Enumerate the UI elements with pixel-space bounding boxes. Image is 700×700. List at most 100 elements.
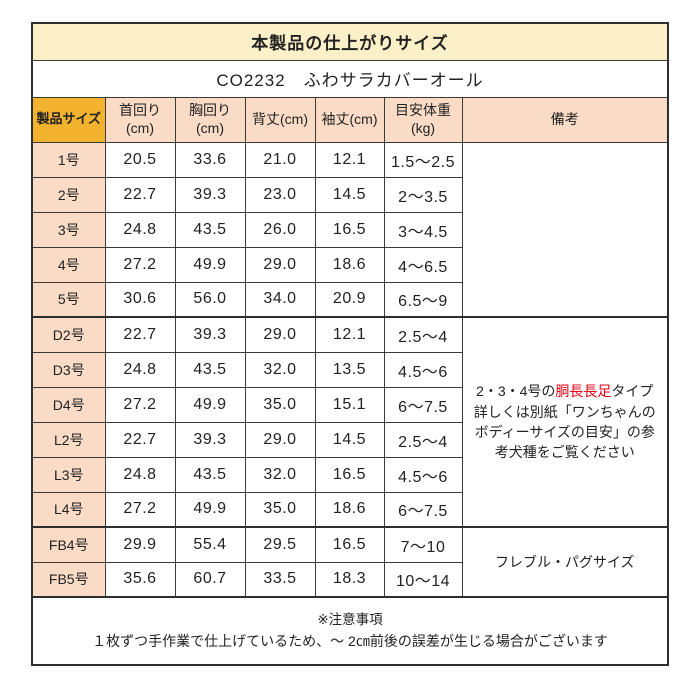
measurement-value: 4.5～6: [383, 456, 463, 493]
measurement-value: 22.7: [104, 421, 176, 458]
table-row: 4号 27.2 49.9 29.0 18.6 4～6.5: [31, 246, 668, 283]
size-label: FB5号: [31, 561, 106, 598]
measurement-value: 7～10: [383, 526, 463, 563]
measurement-value: 49.9: [174, 246, 246, 283]
column-header-neck: 首回り (cm): [104, 96, 176, 143]
table-row: FB5号 35.6 60.7 33.5 18.3 10～14: [31, 561, 668, 598]
size-label: L4号: [31, 491, 106, 528]
size-label: D3号: [31, 351, 106, 388]
header-row: 製品サイズ 首回り (cm) 胸回り (cm) 背丈(cm) 袖丈(cm) 目安…: [31, 96, 669, 143]
measurement-value: 60.7: [174, 561, 246, 598]
measurement-value: 18.6: [314, 491, 385, 528]
remark-text: フレブル・パグサイズ: [494, 553, 635, 570]
remarks-cell: [461, 141, 669, 318]
measurement-value: 24.8: [104, 456, 176, 493]
measurement-value: 29.5: [244, 526, 316, 563]
measurement-value: 24.8: [104, 211, 176, 248]
measurement-value: 43.5: [174, 351, 246, 388]
size-label: L2号: [31, 421, 106, 458]
title-row: 本製品の仕上がりサイズ: [31, 22, 669, 61]
measurement-value: 29.9: [104, 526, 176, 563]
measurement-value: 22.7: [104, 316, 176, 353]
size-label: D4号: [31, 386, 106, 423]
size-label: 5号: [31, 281, 106, 318]
measurement-value: 29.0: [244, 246, 316, 283]
table-row: D4号 27.2 49.9 35.0 15.1 6～7.5: [31, 386, 668, 423]
measurement-value: 49.9: [174, 491, 246, 528]
measurement-value: 1.5～2.5: [383, 141, 463, 178]
measurement-value: 32.0: [244, 456, 316, 493]
measurement-value: 56.0: [174, 281, 246, 318]
size-label: 3号: [31, 211, 106, 248]
remark-highlight-text: 胴長長足: [555, 383, 612, 400]
measurement-value: 55.4: [174, 526, 246, 563]
table-row: D3号 24.8 43.5 32.0 13.5 4.5～6: [31, 351, 668, 388]
measurement-value: 33.5: [244, 561, 316, 598]
measurement-value: 43.5: [174, 456, 246, 493]
measurement-value: 34.0: [244, 281, 316, 318]
measurement-value: 4～6.5: [383, 246, 463, 283]
remark-text: タイプ: [611, 383, 654, 400]
measurement-value: 18.6: [314, 246, 385, 283]
table-row: 5号 30.6 56.0 34.0 20.9 6.5～9: [31, 281, 668, 318]
table-row: L2号 22.7 39.3 29.0 14.5 2.5～4: [31, 421, 668, 458]
measurement-value: 27.2: [104, 491, 176, 528]
column-header-chest: 胸回り (cm): [174, 96, 246, 143]
measurement-value: 21.0: [244, 141, 316, 178]
measurement-value: 14.5: [314, 176, 385, 213]
remarks-cell: フレブル・パグサイズ: [461, 526, 669, 598]
table-row: FB4号 29.9 55.4 29.5 16.5 7～10 フレブル・パグサイズ: [31, 526, 669, 598]
remark-text: 詳しくは別紙「ワンちゃんのボディーサイズの目安」の参考犬種をご覧ください: [473, 403, 656, 461]
size-label: FB4号: [31, 526, 106, 563]
measurement-value: 13.5: [314, 351, 385, 388]
measurement-value: 22.7: [104, 176, 176, 213]
note-heading: ※注意事項: [317, 611, 383, 627]
measurement-value: 16.5: [314, 211, 385, 248]
column-header-product-size: 製品サイズ: [31, 96, 106, 143]
measurement-value: 10～14: [383, 561, 463, 598]
measurement-value: 2～3.5: [383, 176, 463, 213]
note-cell: ※注意事項 １枚ずつ手作業で仕上げているため、～ 2㎝前後の誤差が生じる場合がご…: [31, 596, 669, 666]
measurement-value: 39.3: [174, 316, 246, 353]
column-header-remarks: 備考: [461, 96, 669, 143]
measurement-value: 29.0: [244, 421, 316, 458]
measurement-value: 27.2: [104, 246, 176, 283]
remarks-cell: 2・3・4号の胴長長足タイプ 詳しくは別紙「ワンちゃんのボディーサイズの目安」の参…: [461, 316, 669, 528]
measurement-value: 43.5: [174, 211, 246, 248]
measurement-value: 3～4.5: [383, 211, 463, 248]
measurement-value: 12.1: [314, 141, 385, 178]
size-label: 1号: [31, 141, 106, 178]
column-header-weight: 目安体重 (kg): [383, 96, 463, 143]
measurement-value: 18.3: [314, 561, 385, 598]
measurement-value: 33.6: [174, 141, 246, 178]
table-row: 2号 22.7 39.3 23.0 14.5 2～3.5: [31, 176, 668, 213]
measurement-value: 2.5～4: [383, 316, 463, 353]
measurement-value: 32.0: [244, 351, 316, 388]
measurement-value: 35.0: [244, 386, 316, 423]
note-body: １枚ずつ手作業で仕上げているため、～ 2㎝前後の誤差が生じる場合がございます: [92, 632, 608, 649]
size-label: L3号: [31, 456, 106, 493]
measurement-value: 16.5: [314, 526, 385, 563]
measurement-value: 6～7.5: [383, 491, 463, 528]
measurement-value: 49.9: [174, 386, 246, 423]
measurement-value: 20.9: [314, 281, 385, 318]
measurement-value: 39.3: [174, 176, 246, 213]
column-header-sleeve-length: 袖丈(cm): [314, 96, 385, 143]
measurement-value: 30.6: [104, 281, 176, 318]
measurement-value: 24.8: [104, 351, 176, 388]
table-row: D2号 22.7 39.3 29.0 12.1 2.5～4 2・3・4号の胴長長足タイプ 詳し…: [31, 316, 669, 528]
measurement-value: 35.0: [244, 491, 316, 528]
measurement-value: 23.0: [244, 176, 316, 213]
measurement-value: 20.5: [104, 141, 176, 178]
size-table: 本製品の仕上がりサイズ CO2232 ふわサラカバーオール 製品サイズ 首回り …: [31, 22, 669, 666]
measurement-value: 6.5～9: [383, 281, 463, 318]
measurement-value: 26.0: [244, 211, 316, 248]
measurement-value: 35.6: [104, 561, 176, 598]
measurement-value: 16.5: [314, 456, 385, 493]
measurement-value: 12.1: [314, 316, 385, 353]
product-name: CO2232 ふわサラカバーオール: [31, 59, 669, 98]
size-label: D2号: [31, 316, 106, 353]
note-row: ※注意事項 １枚ずつ手作業で仕上げているため、～ 2㎝前後の誤差が生じる場合がご…: [31, 596, 669, 666]
size-table-body: 1号 20.5 33.6 21.0 12.1 1.5～2.5 2号 22.7 39.3 23.0 1…: [31, 141, 669, 598]
